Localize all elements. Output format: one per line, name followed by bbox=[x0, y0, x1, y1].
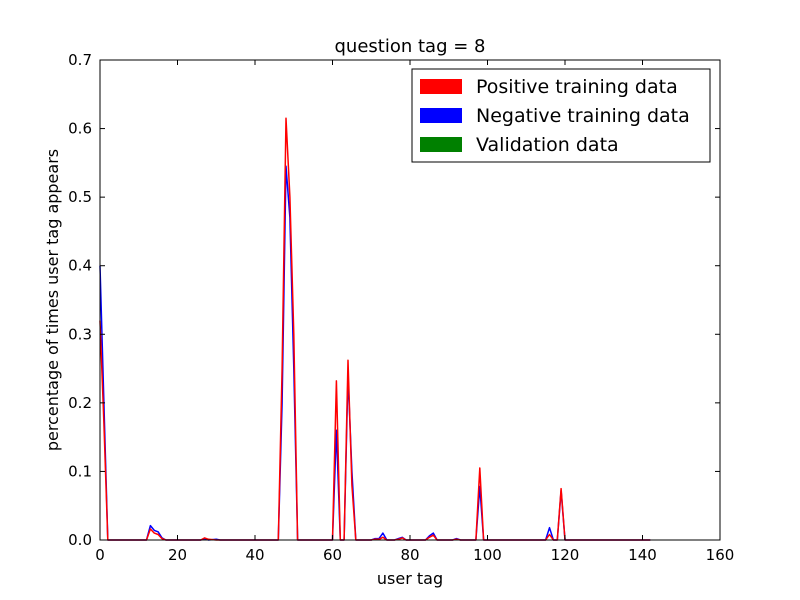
x-tick-label: 120 bbox=[551, 546, 580, 564]
legend-swatch-negative bbox=[420, 108, 462, 123]
plot-lines bbox=[99, 117, 651, 541]
x-tick-label: 140 bbox=[628, 546, 657, 564]
y-tick-label: 0.4 bbox=[68, 257, 92, 275]
x-tick-label: 40 bbox=[245, 546, 264, 564]
y-tick-label: 0.7 bbox=[68, 51, 92, 69]
x-tick-label: 80 bbox=[400, 546, 419, 564]
x-axis-label: user tag bbox=[377, 569, 443, 588]
x-tick-label: 20 bbox=[168, 546, 187, 564]
legend-label-positive: Positive training data bbox=[476, 76, 678, 98]
y-tick-label: 0.5 bbox=[68, 188, 92, 206]
legend-label-negative: Negative training data bbox=[476, 105, 690, 127]
y-tick-label: 0.0 bbox=[68, 531, 92, 549]
series-line-negative-training-data bbox=[99, 165, 651, 541]
x-tick-label: 0 bbox=[95, 546, 105, 564]
y-axis-label: percentage of times user tag appears bbox=[43, 149, 62, 451]
y-tick-label: 0.1 bbox=[68, 462, 92, 480]
series-line-positive-training-data bbox=[99, 117, 651, 541]
legend-swatch-positive bbox=[420, 79, 462, 94]
legend-swatch-validation bbox=[420, 137, 462, 152]
y-tick-label: 0.3 bbox=[68, 325, 92, 343]
axis-ticks: 0 20 40 60 80 100 120 140 160 0.0 0.1 0.2 0.3 0.4 0.5 0… bbox=[68, 51, 734, 564]
chart-title: question tag = 8 bbox=[335, 36, 486, 57]
x-tick-label: 100 bbox=[473, 546, 502, 564]
y-tick-label: 0.2 bbox=[68, 394, 92, 412]
legend: Positive training data Negative training… bbox=[411, 68, 711, 163]
y-tick-label: 0.6 bbox=[68, 120, 92, 138]
x-tick-label: 160 bbox=[706, 546, 735, 564]
x-tick-label: 60 bbox=[323, 546, 342, 564]
legend-label-validation: Validation data bbox=[476, 134, 619, 156]
